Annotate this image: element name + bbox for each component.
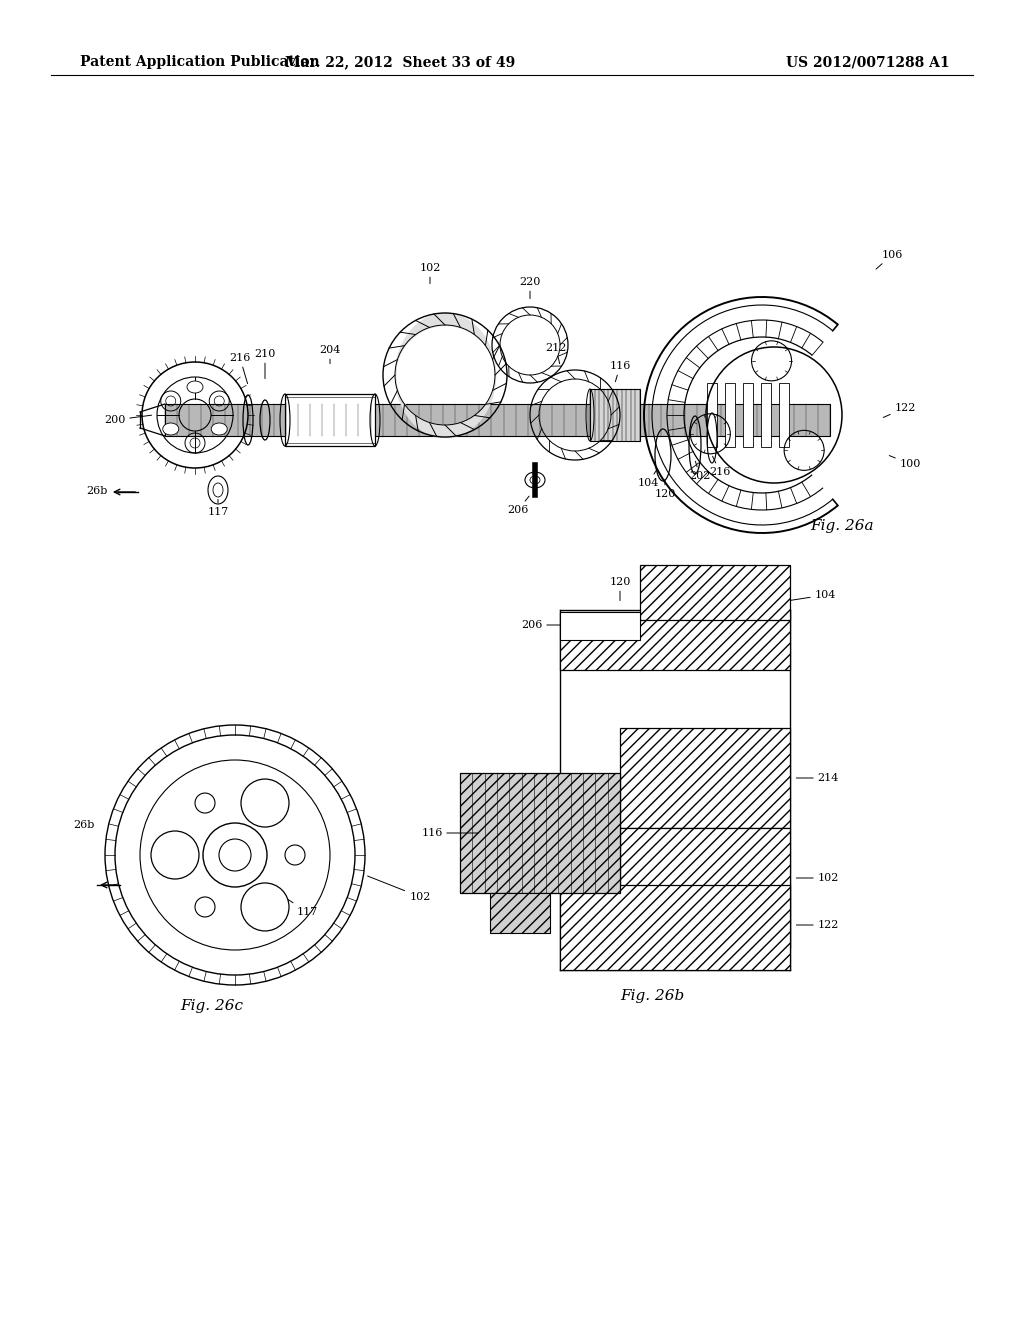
Bar [725, 383, 735, 447]
Text: 202: 202 [689, 461, 711, 480]
Bar [707, 383, 717, 447]
Text: 220: 220 [519, 277, 541, 298]
Text: 104: 104 [637, 469, 658, 488]
Text: 216: 216 [710, 457, 731, 477]
Text: US 2012/0071288 A1: US 2012/0071288 A1 [786, 55, 950, 69]
Text: 216: 216 [229, 352, 251, 384]
Text: Patent Application Publication: Patent Application Publication [80, 55, 319, 69]
Ellipse shape [241, 779, 289, 828]
Text: 214: 214 [797, 774, 839, 783]
Text: 120: 120 [609, 577, 631, 601]
Text: 102: 102 [368, 876, 431, 902]
Text: Mar. 22, 2012  Sheet 33 of 49: Mar. 22, 2012 Sheet 33 of 49 [285, 55, 515, 69]
Text: 116: 116 [421, 828, 478, 838]
Bar [590, 389, 640, 441]
Bar [165, 404, 830, 436]
Circle shape [195, 898, 215, 917]
Text: 200: 200 [104, 414, 152, 425]
Text: 210: 210 [254, 348, 275, 379]
Bar [743, 383, 753, 447]
Ellipse shape [241, 883, 289, 931]
Bar [560, 612, 790, 671]
Bar [620, 729, 790, 828]
Text: 100: 100 [889, 455, 921, 469]
Text: 122: 122 [797, 920, 839, 931]
Ellipse shape [151, 832, 199, 879]
Ellipse shape [163, 422, 179, 436]
Bar [285, 393, 375, 446]
Bar [560, 612, 640, 640]
Text: 102: 102 [797, 873, 839, 883]
Bar [490, 894, 550, 933]
Circle shape [285, 845, 305, 865]
Bar [640, 565, 790, 620]
Bar [620, 828, 790, 948]
Text: 104: 104 [781, 590, 836, 602]
Text: 106: 106 [877, 249, 903, 269]
Bar [761, 383, 771, 447]
Text: 122: 122 [884, 403, 915, 417]
Text: 206: 206 [521, 620, 589, 630]
Text: Fig. 26a: Fig. 26a [810, 519, 873, 533]
Bar [460, 774, 620, 894]
Text: Fig. 26b: Fig. 26b [620, 989, 684, 1003]
Text: 26b: 26b [74, 820, 95, 830]
Ellipse shape [211, 422, 227, 436]
Text: 212: 212 [546, 343, 566, 363]
Text: 102: 102 [419, 263, 440, 284]
Bar [779, 383, 790, 447]
Text: 116: 116 [609, 360, 631, 381]
Text: 206: 206 [507, 496, 529, 515]
Text: 204: 204 [319, 345, 341, 363]
Text: 117: 117 [264, 884, 318, 917]
Text: 120: 120 [654, 479, 676, 499]
Text: 26b: 26b [87, 486, 108, 496]
Text: 117: 117 [208, 499, 228, 517]
Circle shape [195, 793, 215, 813]
Bar [560, 884, 790, 970]
Text: Fig. 26c: Fig. 26c [180, 999, 243, 1012]
Ellipse shape [187, 381, 203, 393]
